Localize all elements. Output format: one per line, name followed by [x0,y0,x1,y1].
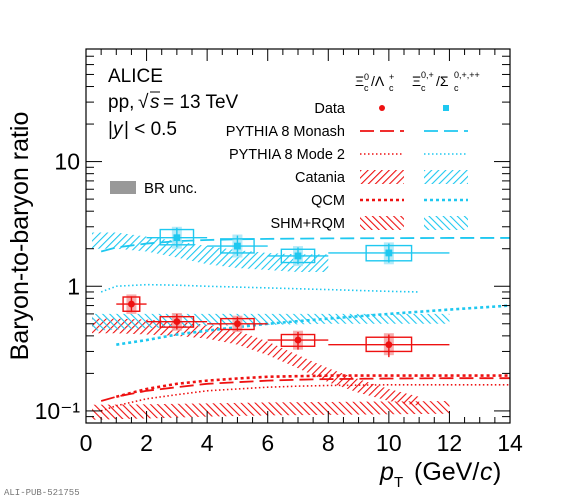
data-point-xic-lambdac [328,333,450,358]
data-point-xic-sigmac [146,226,208,249]
y-tick-label: 1 [67,273,80,299]
data-point-xic-sigmac [267,246,329,267]
x-tick-label: 8 [322,430,335,456]
band-shm-rqm-red [92,401,450,420]
curve-pythia-8-mode-2-cyan [100,283,420,293]
curve-pythia-8-monash-red [100,377,510,402]
svg-text:+: + [389,72,394,82]
marker-circle [234,320,241,328]
watermark: ALI-PUB-521755 [4,488,80,498]
svg-text:Ξ: Ξ [412,73,421,89]
svg-text:): ) [493,458,501,486]
rapidity-label: | y | < 0.5 [108,119,177,140]
svg-text:y: y [111,119,124,140]
x-tick-label: 6 [261,430,274,456]
x-tick-label: 10 [376,430,402,456]
legend: Ξ 0 c /Λ + c Ξ 0,+ c /Σ 0,+,++ c Data PYT… [110,70,480,232]
y-tick-label: 10⁻¹ [35,398,81,424]
band-catania-red [92,318,420,406]
x-tick-label: 12 [437,430,463,456]
curve-pythia-8-monash-cyan [100,237,510,253]
svg-text:| < 0.5: | < 0.5 [124,119,177,140]
x-tick-label: 14 [497,430,523,456]
svg-text:s: s [150,92,160,113]
data-point-xic-sigmac [207,234,268,258]
svg-text:0,+,++: 0,+,++ [454,70,480,80]
axis-ticks: 0 2 4 6 8 10 12 14 10⁻¹ 1 10 [35,48,523,456]
svg-text:/Λ: /Λ [371,73,385,89]
data-point-xic-lambdac [146,313,208,331]
br-unc-swatch [110,181,136,194]
data-points [116,226,450,358]
data-point-xic-lambdac [207,315,268,332]
legend-label-pythia-8-monash: PYTHIA 8 Monash [226,124,345,140]
svg-text:0,+: 0,+ [421,70,434,80]
system-label: pp, √ s = 13 TeV [108,91,239,113]
svg-text:p: p [379,458,394,486]
curve-qcm-red [115,374,510,398]
svg-text:/Σ: /Σ [436,73,449,89]
y-tick-label: 10 [54,149,80,175]
x-tick-label: 4 [201,430,214,456]
svg-text:c: c [389,83,394,93]
data-point-xic-sigmac [328,242,450,265]
br-unc-label: BR unc. [144,180,197,197]
legend-col-header-xic0-lambdac: Ξ 0 c /Λ + c [355,72,394,93]
svg-text:T: T [394,474,403,491]
x-tick-label: 0 [80,430,93,456]
svg-text:= 13 TeV: = 13 TeV [163,92,239,113]
svg-text:c: c [480,458,493,486]
legend-label-data: Data [314,101,346,117]
marker-square [294,252,302,260]
marker-circle [173,318,181,326]
svg-text:√: √ [138,92,149,113]
marker-circle [294,336,302,344]
svg-text:|: | [108,119,113,140]
data-point-xic-lambdac [267,330,329,350]
experiment-label: ALICE [108,66,163,87]
marker-square [385,249,393,257]
svg-text:c: c [364,83,369,93]
marker-square [173,234,181,242]
legend-label-qcm: QCM [311,193,345,209]
marker-circle [385,341,393,349]
x-axis-label: p T (GeV/ c ) [379,458,501,491]
x-tick-label: 2 [140,430,153,456]
svg-text:Ξ: Ξ [355,73,364,89]
legend-swatch-catania-cyan [424,170,468,184]
svg-text:pp,: pp, [108,92,134,113]
legend-marker-square [443,105,449,111]
curve-pythia-8-mode-2-red [100,383,510,412]
legend-marker-circle [379,105,385,111]
y-axis-label: Baryon-to-baryon ratio [6,112,34,361]
marker-square [234,242,241,250]
svg-text:(GeV/: (GeV/ [414,458,479,486]
model-curves [100,237,510,412]
legend-label-catania: Catania [295,170,346,186]
svg-text:c: c [454,83,459,93]
data-point-xic-lambdac [116,294,147,314]
svg-text:0: 0 [364,72,369,82]
legend-label-shm-rqm: SHM+RQM [270,216,345,232]
legend-swatch-shm-rqm-cyan [424,216,468,230]
legend-label-pythia-8-mode-2: PYTHIA 8 Mode 2 [229,147,345,163]
marker-circle [128,300,135,308]
svg-text:c: c [421,83,426,93]
legend-swatch-catania-red [360,170,404,184]
legend-swatch-shm-rqm-red [360,216,404,230]
legend-col-header-xic-sigmac: Ξ 0,+ c /Σ 0,+,++ c [412,70,480,93]
